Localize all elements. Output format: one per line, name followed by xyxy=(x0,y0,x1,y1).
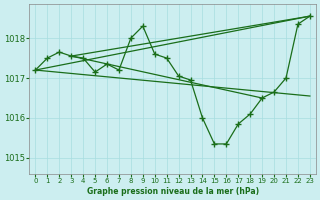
X-axis label: Graphe pression niveau de la mer (hPa): Graphe pression niveau de la mer (hPa) xyxy=(87,187,259,196)
